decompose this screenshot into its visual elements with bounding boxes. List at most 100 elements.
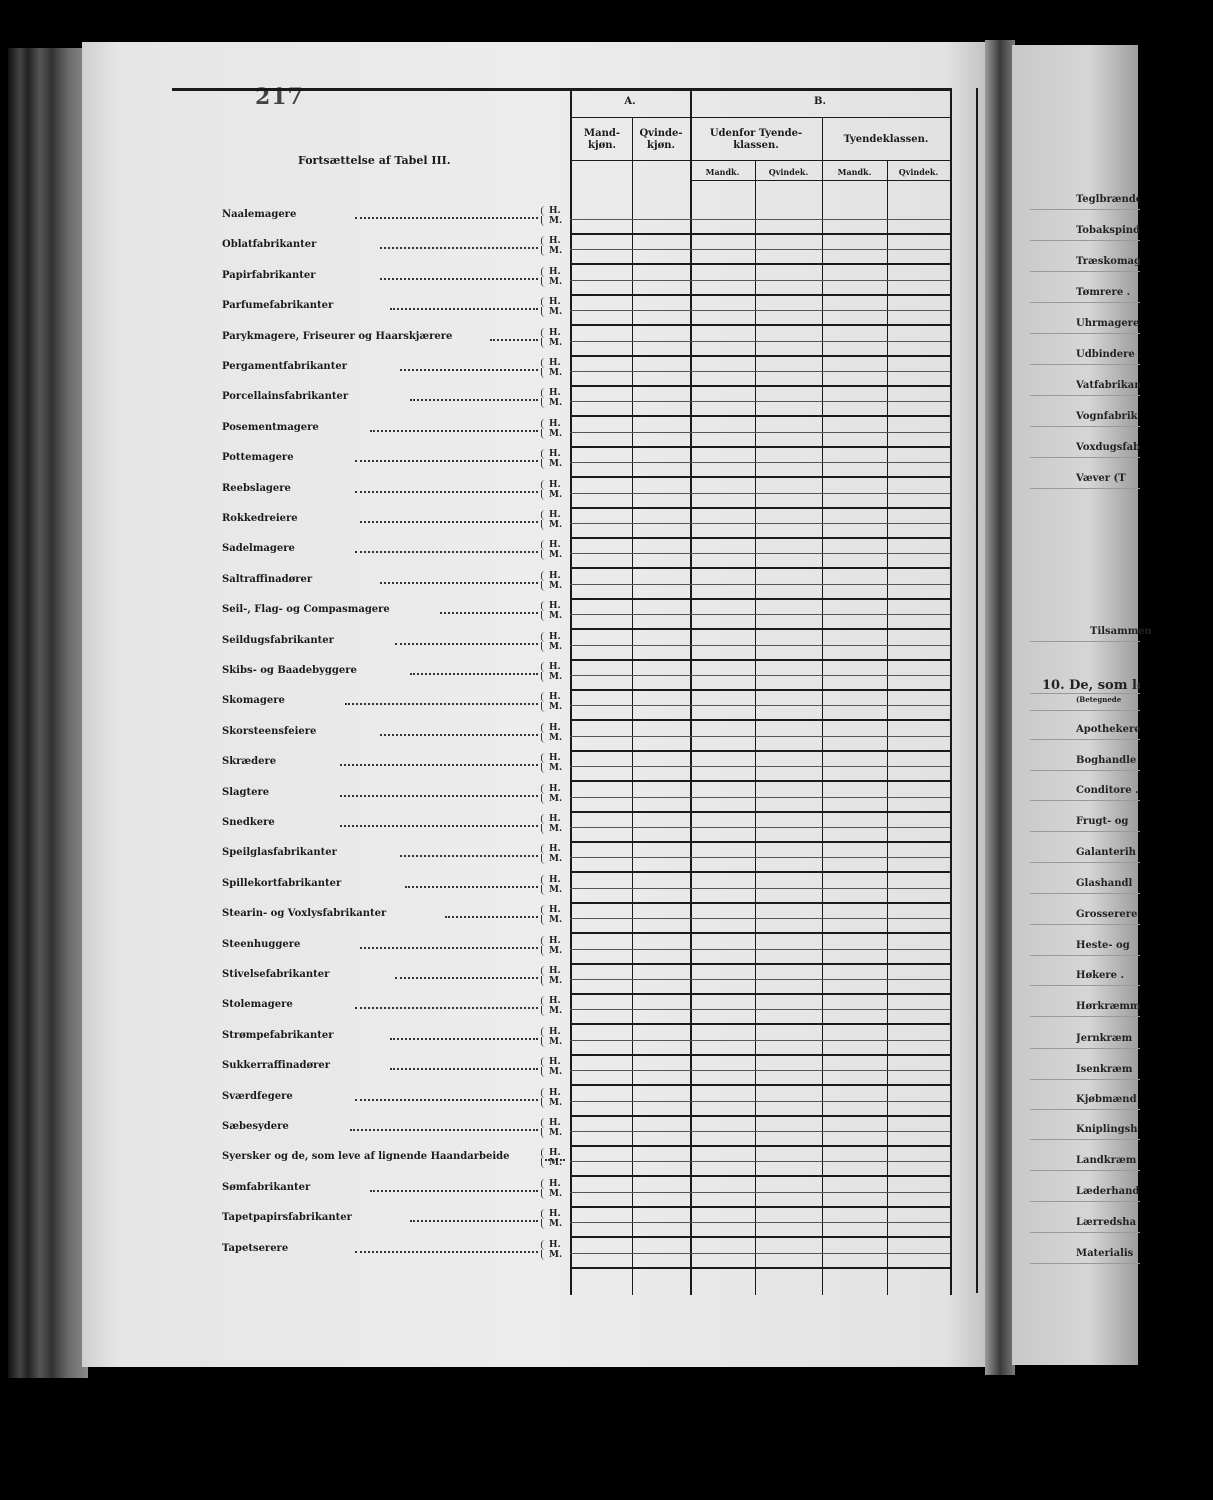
row-rule-h [570, 1039, 950, 1041]
occupation-label: Tapetpapirsfabrikanter [222, 1212, 352, 1224]
marker-m: M. [541, 1158, 562, 1169]
sex-marker-brace: H. M. [541, 1057, 562, 1078]
marker-m: M. [541, 1249, 562, 1260]
leader-dots [545, 1159, 565, 1162]
marker-h: H. [541, 662, 562, 672]
leader-dots [360, 946, 538, 949]
row-rule-h [570, 827, 950, 828]
marker-m: M. [541, 489, 562, 500]
sex-marker-brace: H. M. [541, 631, 562, 652]
sex-marker-brace: H. M. [541, 1118, 562, 1138]
leader-dots [355, 1098, 538, 1101]
right-page-rule [1030, 395, 1140, 396]
marker-h: H. [541, 1118, 562, 1128]
marker-h: H. [541, 783, 562, 794]
marker-m: M. [541, 1036, 562, 1047]
row-rule-m [570, 354, 950, 357]
right-page-rule [1030, 209, 1140, 210]
row-rule-m [570, 445, 950, 448]
marker-m: M. [541, 641, 562, 652]
column-rule [755, 160, 756, 1295]
marker-h: H. [541, 449, 562, 460]
row-rule-m [570, 1114, 950, 1117]
leader-dots [355, 490, 538, 493]
row-rule-m [570, 597, 950, 600]
leader-dots [405, 885, 538, 888]
row-rule-m [570, 749, 950, 752]
right-page-label: 10. De, som le [1042, 678, 1140, 693]
row-rule-h [570, 644, 950, 646]
right-page-rule [1030, 1232, 1140, 1233]
leader-dots [410, 673, 538, 675]
marker-m: M. [541, 1067, 562, 1078]
right-page-label: Teglbrænde [1076, 194, 1140, 205]
leader-dots [340, 764, 538, 767]
marker-h: H. [541, 905, 562, 916]
marker-h: H. [541, 540, 562, 551]
sex-marker-brace: H. M. [541, 418, 562, 439]
marker-m: M. [541, 1097, 562, 1108]
row-rule-h [570, 1222, 950, 1224]
right-page-rule [1030, 710, 1140, 711]
sex-marker-brace: H. M. [541, 905, 562, 926]
right-page-label: Grosserere [1076, 909, 1138, 920]
right-page-label: Boghandle [1076, 755, 1137, 766]
occupation-label: Skomagere [222, 695, 285, 707]
row-rule-m [570, 567, 950, 570]
sex-marker-brace: H. M. [541, 510, 562, 530]
sex-marker-brace: H. M. [541, 783, 562, 804]
marker-m: M. [541, 459, 562, 470]
occupation-label: Snedkere [222, 817, 275, 828]
sex-marker-brace: H. M. [541, 1239, 562, 1260]
row-rule-m [570, 658, 950, 661]
marker-h: H. [541, 358, 562, 368]
sex-marker-brace: H. M. [541, 540, 562, 561]
marker-h: H. [541, 996, 562, 1007]
leader-dots [440, 612, 538, 615]
row-rule-m [570, 1236, 950, 1239]
marker-h: H. [541, 510, 562, 520]
outer-rule [976, 88, 978, 1293]
leader-dots [355, 460, 538, 463]
occupation-label: Spillekortfabrikanter [222, 877, 342, 889]
row-rule-h [570, 705, 950, 707]
occupation-label: Speilglasfabrikanter [222, 847, 337, 859]
row-rule-h [570, 948, 950, 950]
sex-marker-brace: H. M. [541, 266, 562, 287]
marker-h: H. [541, 844, 562, 855]
right-page-label: Kjøbmænd [1076, 1094, 1137, 1105]
marker-h: H. [541, 297, 562, 308]
leader-dots [380, 277, 538, 280]
marker-h: H. [541, 206, 562, 216]
marker-h: H. [541, 692, 562, 703]
occupation-label: Sukkerraffinadører [222, 1060, 331, 1072]
occupation-label: Oblatfabrikanter [222, 239, 317, 251]
marker-h: H. [541, 570, 562, 581]
group-b-header: B. [814, 96, 826, 107]
row-rule-m [570, 1266, 950, 1269]
row-rule-h [570, 1070, 950, 1072]
right-page-rule [1030, 333, 1140, 334]
row-rule-m [570, 233, 950, 235]
row-rule-m [570, 476, 950, 479]
column-rule [570, 88, 572, 1295]
marker-m: M. [541, 915, 562, 926]
row-rule-m [570, 1175, 950, 1178]
marker-h: H. [541, 418, 562, 429]
row-rule-h [570, 279, 950, 281]
header-rule-2 [570, 160, 950, 161]
right-page-label: (Betegnede [1076, 695, 1122, 704]
occupation-label: Seildugsfabrikanter [222, 634, 334, 646]
row-rule-m [570, 1145, 950, 1147]
right-page-label: Frugt- og [1076, 816, 1129, 827]
right-page-label: Væver (T [1076, 473, 1126, 484]
row-rule-h [570, 735, 950, 737]
marker-h: H. [541, 874, 562, 885]
marker-m: M. [541, 216, 562, 226]
occupation-label: Syersker og de, som leve af lignende Haa… [222, 1151, 510, 1163]
occupation-label: Stearin- og Voxlysfabrikanter [222, 908, 387, 920]
marker-h: H. [541, 1239, 562, 1250]
right-page-label: Glashandl [1076, 878, 1133, 889]
occupation-label: Naalemagere [222, 209, 297, 220]
marker-m: M. [541, 580, 562, 591]
